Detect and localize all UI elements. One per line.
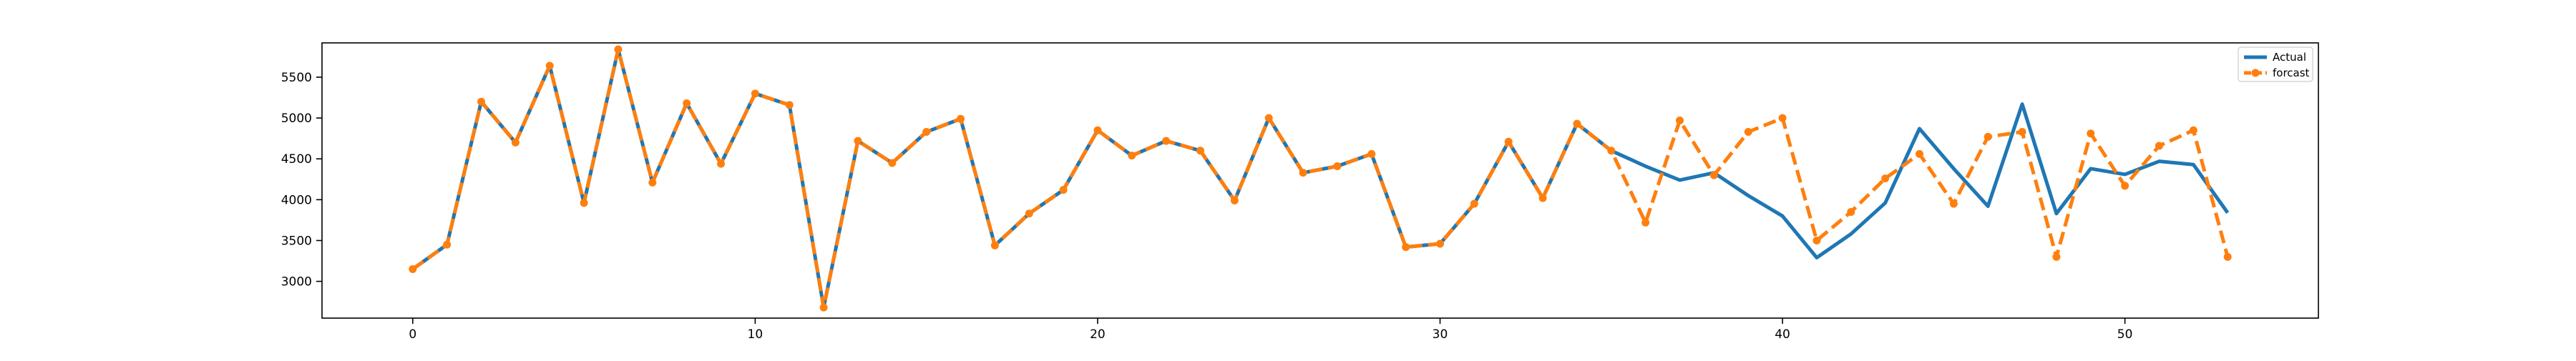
data-point: [2052, 252, 2061, 261]
data-point: [1093, 126, 1102, 134]
data-point: [1264, 114, 1273, 122]
data-point: [511, 138, 519, 147]
data-point: [409, 264, 417, 273]
data-point: [2121, 182, 2129, 190]
data-point: [1881, 174, 1890, 183]
series-line-forcast: [411, 47, 2230, 310]
data-point: [2155, 142, 2163, 150]
legend: Actual forcast: [2238, 46, 2313, 82]
data-point: [1333, 162, 1342, 171]
data-point: [785, 101, 794, 109]
data-point: [1196, 147, 1204, 155]
data-point: [1573, 119, 1581, 128]
legend-marker: [2251, 69, 2260, 77]
data-point: [1984, 132, 1992, 141]
x-tick-label: 10: [748, 327, 763, 342]
data-point: [922, 128, 931, 137]
plot-frame: [321, 42, 2319, 319]
x-tick-label: 50: [2117, 327, 2133, 342]
x-tick-label: 20: [1090, 327, 1106, 342]
data-point: [1813, 236, 1821, 244]
data-point: [1641, 218, 1650, 227]
data-point: [854, 137, 862, 145]
y-tick-label: 3000: [281, 275, 312, 290]
data-point: [2018, 128, 2026, 137]
data-point: [1607, 147, 1616, 155]
data-point: [1230, 196, 1239, 204]
data-point: [648, 178, 657, 187]
data-point: [819, 303, 828, 312]
data-point: [751, 89, 759, 98]
legend-label: forcast: [2273, 66, 2310, 79]
y-tick-label: 5000: [281, 112, 312, 126]
data-point: [443, 240, 452, 249]
x-tick-label: 0: [409, 327, 416, 342]
y-tick-label: 4000: [281, 193, 312, 207]
data-point: [1744, 128, 1752, 137]
data-point: [717, 159, 726, 168]
data-point: [1059, 186, 1068, 194]
data-point: [1949, 199, 1958, 208]
data-point: [1128, 152, 1136, 160]
data-point: [1847, 207, 1855, 216]
data-point: [580, 199, 588, 207]
data-point: [614, 45, 623, 54]
data-point: [2189, 126, 2197, 134]
data-point: [1162, 137, 1171, 145]
data-point: [1299, 169, 1307, 177]
data-point: [888, 159, 897, 167]
data-point: [957, 114, 965, 123]
series-layer: [409, 45, 2232, 312]
data-point: [1504, 137, 1513, 146]
data-point: [1538, 194, 1547, 202]
legend-label: Actual: [2273, 51, 2306, 64]
data-point: [2087, 129, 2095, 138]
data-point: [477, 97, 486, 106]
data-point: [1915, 149, 1923, 158]
data-point: [683, 99, 691, 108]
data-point: [1367, 149, 1376, 158]
data-point: [1709, 171, 1718, 179]
data-point: [990, 241, 999, 249]
y-tick-label: 4500: [281, 152, 312, 167]
x-tick-label: 40: [1775, 327, 1790, 342]
data-point: [1436, 239, 1444, 248]
axis-ticks: 0 10 20 30 40 50 3000 3500 4000 4500 5000 5500: [281, 71, 2133, 342]
x-tick-label: 30: [1433, 327, 1448, 342]
data-point: [1675, 117, 1684, 125]
data-point: [2223, 252, 2232, 261]
data-point: [1025, 209, 1033, 218]
data-point: [1470, 199, 1478, 208]
y-tick-label: 3500: [281, 234, 312, 248]
data-point: [545, 61, 554, 70]
data-point: [1778, 114, 1787, 122]
data-point: [1402, 243, 1410, 252]
y-tick-label: 5500: [281, 71, 312, 85]
